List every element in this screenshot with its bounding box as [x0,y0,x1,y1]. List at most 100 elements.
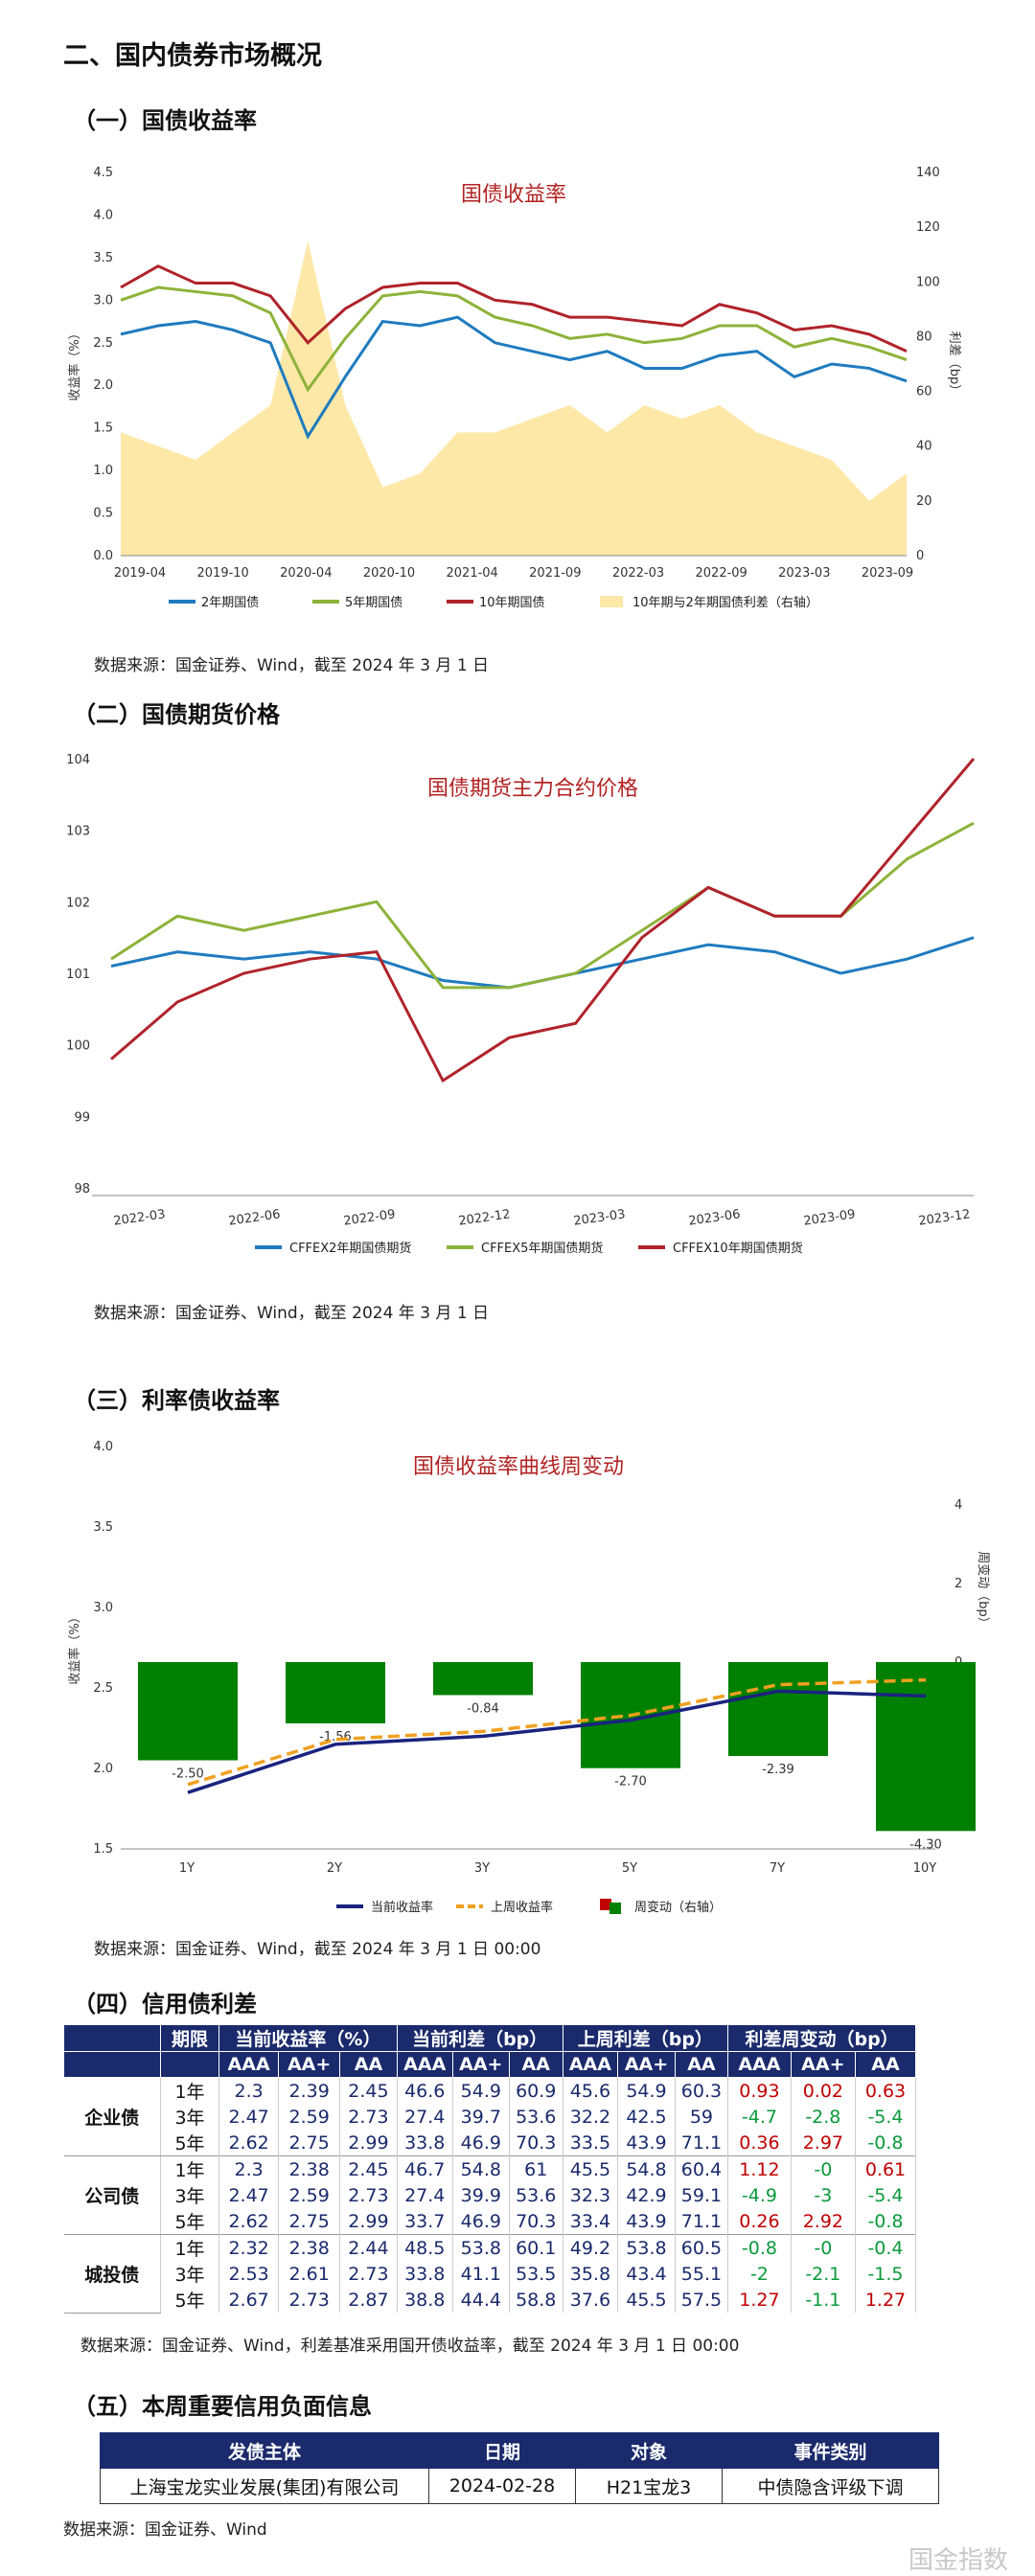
th-rating: AA+ [278,2051,341,2078]
y-tick-label: 0.0 [93,549,113,563]
x-tick-label: 7Y [770,1861,785,1876]
date-cell: 2024-02-28 [428,2468,576,2504]
x-tick-label: 2023-12 [918,1207,972,1228]
change-bar [728,1662,828,1756]
value-cell: -2.1 [791,2261,857,2287]
value-cell: 45.6 [563,2077,619,2104]
legend-label: 10年期与2年期国债利差（右轴） [632,596,818,610]
y-tick-label: 102 [66,896,90,910]
series-line [120,264,908,353]
value-cell: 27.4 [397,2182,453,2208]
spread-area [121,240,907,556]
th-current-yield: 当前收益率（%） [218,2024,398,2052]
th-last-week-spread: 上周利差（bp） [562,2024,729,2052]
change-bar [433,1662,533,1696]
value-cell: 0.36 [727,2130,792,2156]
value-cell: 38.8 [397,2287,453,2313]
value-cell: 43.9 [617,2130,676,2156]
y-tick-label: 1.5 [93,422,113,436]
y-tick-label: 2.0 [93,1762,113,1776]
heading-credit-spread: （四）信用债利差 [73,1991,257,2017]
bar-data-label: -4.30 [909,1837,942,1852]
x-tick-label: 5Y [622,1861,637,1876]
value-cell: 53.8 [617,2234,676,2261]
value-cell: 46.6 [397,2077,453,2104]
bond-type-cell: 企业债 [63,2077,161,2156]
th-spread-change: 利差周变动（bp） [727,2024,916,2052]
value-cell: 33.8 [397,2130,453,2156]
term-cell: 3年 [160,2261,219,2287]
heading-rate-bond-yield: （三）利率债收益率 [73,1387,280,1414]
th-event-type: 事件类别 [722,2432,939,2469]
value-cell: 60.1 [509,2234,564,2261]
value-cell: 0.26 [727,2208,792,2235]
term-cell: 5年 [160,2130,219,2156]
value-cell: 45.5 [617,2287,676,2313]
value-cell: -0.4 [855,2234,916,2261]
value-cell: 53.8 [452,2234,511,2261]
y-tick-label: 3.5 [93,1520,113,1535]
th-issuer: 发债主体 [100,2432,429,2469]
heading-treasury-futures: （二）国债期货价格 [73,701,280,728]
legend-label: 10年期国债 [479,596,545,610]
y2-axis-label: 周变动（bp） [976,1551,991,1630]
source-note-2: 数据来源：国金证券、Wind，截至 2024 年 3 月 1 日 [94,1304,490,1323]
x-tick-label: 2021-09 [529,566,581,581]
y2-tick-label: 100 [916,275,940,289]
x-tick-label: 2022-03 [113,1207,167,1228]
value-cell: -0.8 [855,2130,916,2156]
th-rating: AAA [727,2051,792,2078]
value-cell: 54.9 [617,2077,676,2104]
credit-spread-table: 期限 当前收益率（%） 当前利差（bp） 上周利差（bp） 利差周变动（bp） … [63,2024,916,2314]
y-tick-label: 1.5 [93,1842,113,1857]
series-line [187,1677,927,1787]
x-tick-label: 2023-09 [803,1207,857,1228]
value-cell: 46.7 [397,2155,453,2182]
value-cell: 43.9 [617,2208,676,2235]
table-row: 5年 2.62 2.75 2.99 33.8 46.9 70.3 33.5 43.9 71.1 0.… [64,2130,916,2156]
series-line [110,821,975,990]
th-term: 期限 [160,2024,219,2052]
y-tick-label: 104 [66,753,90,767]
th-rating: AA [509,2051,564,2078]
x-tick-label: 2023-03 [573,1207,627,1228]
value-cell: 53.5 [509,2261,564,2287]
value-cell: 39.9 [452,2182,511,2208]
value-cell: 2.99 [339,2130,398,2156]
value-cell: 2.73 [278,2287,341,2313]
table-row: 上海宝龙实业发展(集团)有限公司 2024-02-28 H21宝龙3 中债隐含评… [100,2468,939,2504]
chart-title: 国债收益率曲线周变动 [413,1455,624,1479]
table-corner [63,2051,161,2078]
legend-label: CFFEX10年期国债期货 [673,1241,803,1256]
value-cell: 2.39 [278,2077,341,2104]
value-cell: 2.75 [278,2130,341,2156]
table-row: 5年 2.62 2.75 2.99 33.7 46.9 70.3 33.4 43.9 71.1 0.… [64,2208,916,2235]
x-tick-label: 2022-12 [458,1207,512,1228]
legend-swatch [600,1899,611,1910]
th-target: 对象 [575,2432,723,2469]
value-cell: 60.9 [509,2077,564,2104]
chart-title: 国债收益率 [461,183,566,207]
source-note-5: 数据来源：国金证券、Wind [63,2520,267,2540]
value-cell: -4.9 [727,2182,792,2208]
source-note-1: 数据来源：国金证券、Wind，截至 2024 年 3 月 1 日 [94,656,490,675]
y2-tick-label: 40 [916,440,932,454]
legend-label: CFFEX2年期国债期货 [289,1241,411,1256]
value-cell: 2.61 [278,2261,341,2287]
value-cell: 0.63 [855,2077,916,2104]
value-cell: -1.5 [855,2261,916,2287]
series-line [110,758,976,1083]
x-tick-label: 2022-09 [343,1207,397,1228]
y2-tick-label: 140 [916,166,940,180]
x-tick-label: 2023-06 [688,1207,742,1228]
y-tick-label: 2.5 [93,336,113,351]
x-tick-label: 2020-10 [363,566,415,581]
value-cell: 70.3 [509,2130,564,2156]
legend-label: 周变动（右轴） [634,1900,722,1915]
table-row: 5年 2.67 2.73 2.87 38.8 44.4 58.8 37.6 45.5 57.5 1.… [64,2287,916,2313]
legend-swatch [610,1903,621,1914]
value-cell: -1.1 [791,2287,857,2313]
change-bar [138,1662,238,1761]
bond-type-cell: 城投债 [63,2234,161,2314]
bar-data-label: -2.39 [762,1763,794,1777]
